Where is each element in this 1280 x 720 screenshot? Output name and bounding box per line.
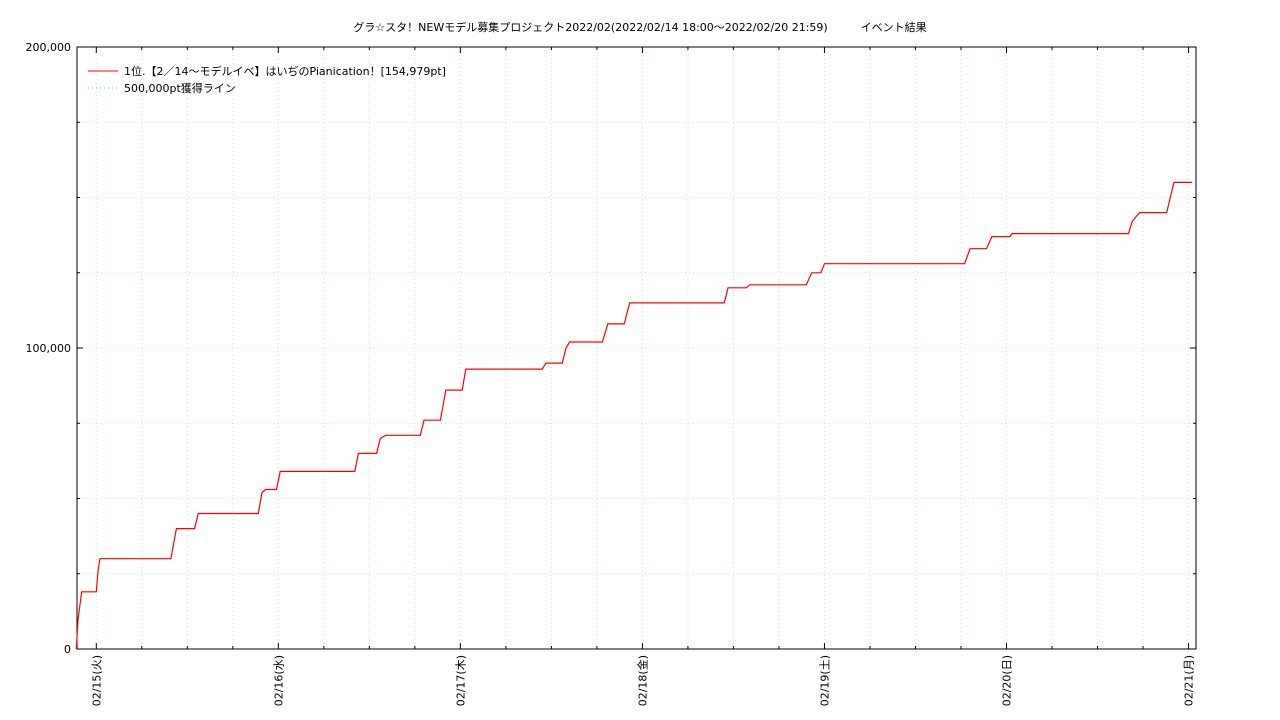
legend: 1位.【2／14〜モデルイベ】はいぢのPianication！[154,979p… bbox=[88, 64, 446, 95]
y-tick-label: 0 bbox=[64, 643, 71, 656]
series-line-1 bbox=[75, 181, 1193, 650]
x-tick-label: 02/16(水) bbox=[272, 655, 285, 706]
x-tick-label: 02/18(金) bbox=[635, 655, 649, 706]
plot-frame bbox=[76, 46, 1197, 650]
grid-layer bbox=[77, 47, 1196, 649]
axes-layer: 0 100,000 200,000 02/15(火) 02/16(水) 02/17(木) 0… bbox=[26, 41, 1197, 706]
x-tick-label: 02/20(日) bbox=[1000, 655, 1013, 706]
x-tick-label: 02/17(木) bbox=[454, 655, 467, 706]
y-tick-label: 200,000 bbox=[26, 41, 72, 54]
legend-label-1: 1位.【2／14〜モデルイベ】はいぢのPianication！[154,979p… bbox=[124, 64, 446, 78]
x-tick-label: 02/21(月) bbox=[1183, 655, 1196, 706]
y-tick-label: 100,000 bbox=[26, 342, 72, 355]
x-tick-label: 02/15(火) bbox=[90, 655, 103, 706]
chart-title: グラ☆スタ！NEWモデル募集プロジェクト2022/02(2022/02/14 1… bbox=[353, 21, 927, 34]
x-tick-label: 02/19(土) bbox=[818, 655, 831, 706]
legend-label-2: 500,000pt獲得ライン bbox=[124, 82, 236, 95]
series-layer bbox=[75, 181, 1193, 650]
